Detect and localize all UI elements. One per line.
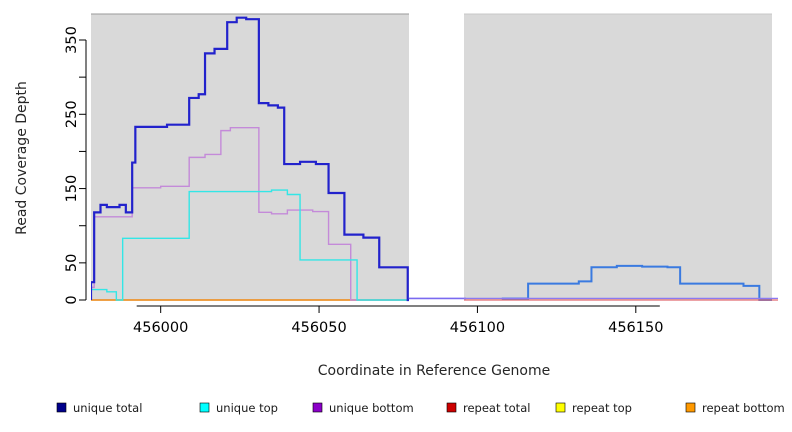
y-tick-label: 0 (64, 295, 80, 304)
legend-item-repeat-total: repeat total (446, 401, 530, 415)
legend-label: repeat bottom (702, 401, 785, 415)
x-axis-title: Coordinate in Reference Genome (318, 363, 551, 379)
legend-swatch-unique-bottom (312, 402, 323, 413)
x-tick-label: 456100 (450, 320, 505, 336)
legend-label: unique bottom (329, 401, 414, 415)
y-tick-label: 350 (64, 26, 80, 54)
y-axis: 0 50 150 250 350 (64, 26, 87, 305)
legend-item-unique-top: unique top (199, 401, 278, 415)
legend-label: unique total (73, 401, 142, 415)
y-axis-title: Read Coverage Depth (14, 81, 30, 235)
y-tick-label: 250 (64, 100, 80, 128)
y-tick-label: 50 (64, 254, 80, 272)
panel-background-right (464, 14, 772, 300)
plot-panel (91, 13, 772, 300)
x-tick-label: 456150 (608, 320, 663, 336)
panel-background-left (91, 14, 409, 300)
y-tick-label: 150 (64, 175, 80, 203)
legend-label: unique top (216, 401, 278, 415)
legend-item-unique-bottom: unique bottom (312, 401, 414, 415)
legend-label: repeat total (463, 401, 530, 415)
series-line-unique-total (91, 16, 409, 302)
series-line-unique-top (91, 189, 409, 301)
legend-item-repeat-top: repeat top (555, 401, 632, 415)
x-tick-label: 456000 (133, 320, 188, 336)
series-line-right-unique-total (501, 264, 772, 301)
legend-label: repeat top (572, 401, 632, 415)
data-traces (91, 16, 778, 302)
legend-swatch-unique-total (56, 402, 67, 413)
legend-swatch-repeat-total (446, 402, 457, 413)
legend-swatch-repeat-top (555, 402, 566, 413)
chart-legend: unique total unique top unique bottom repea… (56, 401, 785, 415)
legend-item-repeat-bottom: repeat bottom (685, 401, 785, 415)
x-tick-label: 456050 (291, 320, 346, 336)
x-axis: 456000 456050 456100 456150 (133, 305, 663, 336)
legend-swatch-unique-top (199, 402, 210, 413)
legend-swatch-repeat-bottom (685, 402, 696, 413)
legend-item-unique-total: unique total (56, 401, 142, 415)
